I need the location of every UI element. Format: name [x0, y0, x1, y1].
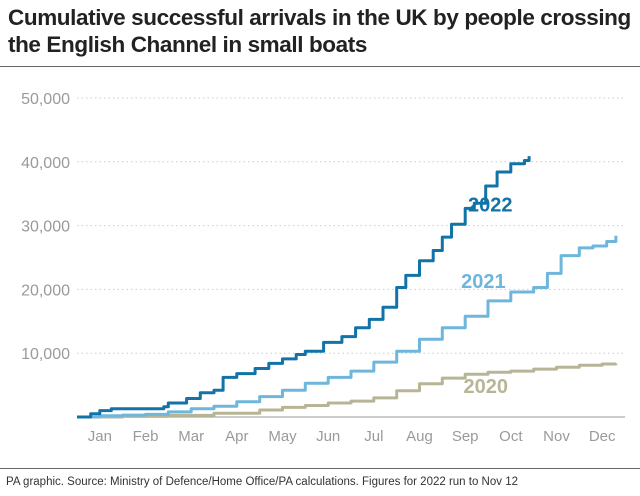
x-tick-label: Jan	[88, 428, 112, 445]
x-tick-label: Feb	[133, 428, 159, 445]
y-tick-label: 40,000	[21, 155, 70, 172]
series-label-2020: 2020	[463, 376, 508, 398]
y-axis-ticks: 10,000 20,000 30,000 40,000 50,000	[21, 91, 70, 363]
x-tick-label: Sep	[452, 428, 479, 445]
series-line-2022	[77, 156, 531, 419]
series-labels: 2022 2021 2020	[461, 195, 512, 398]
x-tick-label: Aug	[406, 428, 433, 445]
line-chart: 10,000 20,000 30,000 40,000 50,000 Jan Feb Mar…	[21, 91, 625, 445]
top-rule	[0, 66, 640, 67]
series-line-2021	[77, 235, 618, 419]
x-tick-label: Dec	[589, 428, 616, 445]
x-tick-label: Jun	[316, 428, 340, 445]
x-tick-label: May	[268, 428, 297, 445]
series-label-2021: 2021	[461, 271, 506, 293]
y-tick-label: 10,000	[21, 346, 70, 363]
x-tick-label: Mar	[178, 428, 204, 445]
y-tick-label: 30,000	[21, 219, 70, 236]
bottom-rule	[0, 468, 640, 469]
series-label-2022: 2022	[468, 195, 513, 217]
y-tick-label: 50,000	[21, 91, 70, 108]
chart-title: Cumulative successful arrivals in the UK…	[8, 5, 631, 57]
y-tick-label: 20,000	[21, 282, 70, 299]
x-tick-label: Jul	[364, 428, 383, 445]
x-tick-label: Nov	[543, 428, 570, 445]
series-lines	[77, 156, 618, 419]
source-note: PA graphic. Source: Ministry of Defence/…	[6, 476, 518, 488]
x-tick-label: Apr	[225, 428, 248, 445]
x-tick-label: Oct	[499, 428, 523, 445]
series-line-2020	[77, 362, 618, 419]
x-axis-ticks: Jan Feb Mar Apr May Jun Jul Aug Sep Oct Nov Dec	[88, 428, 616, 445]
